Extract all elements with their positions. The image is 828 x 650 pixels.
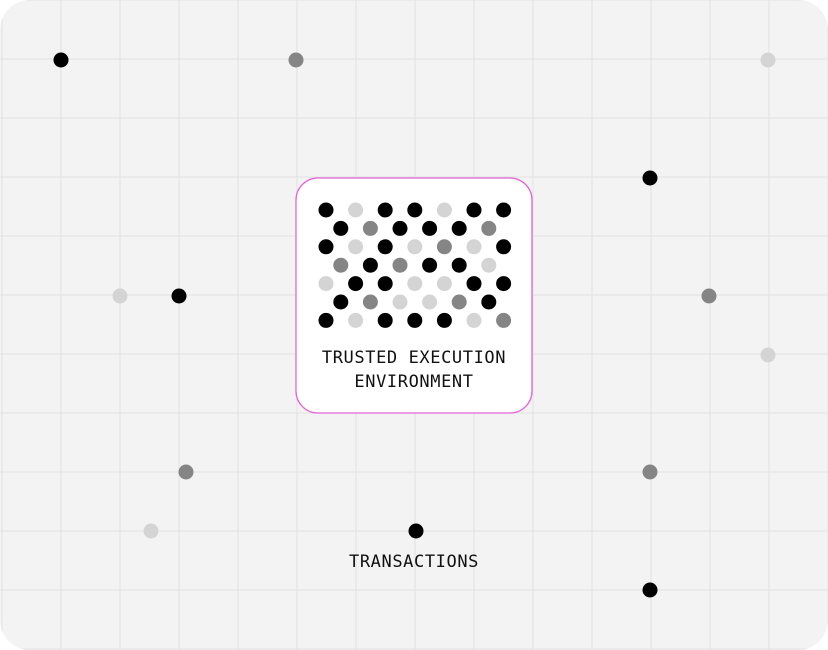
tee-title-line-2: ENVIRONMENT <box>354 372 473 392</box>
tee-matrix-dot <box>422 295 437 310</box>
tee-matrix-dot <box>437 276 452 291</box>
tee-matrix-dot <box>481 295 496 310</box>
tee-matrix-dot <box>496 239 511 254</box>
tee-matrix-dot <box>437 239 452 254</box>
tee-matrix-dot <box>452 221 467 236</box>
tee-matrix-dot <box>333 221 348 236</box>
tee-matrix-dot <box>467 239 482 254</box>
tee-matrix-dot <box>452 295 467 310</box>
tee-matrix-dot <box>437 203 452 218</box>
transaction-dot <box>643 583 658 598</box>
transaction-dot <box>702 289 717 304</box>
tee-matrix-dot <box>333 258 348 273</box>
tee-matrix-dot <box>378 276 393 291</box>
tee-matrix-dot <box>378 239 393 254</box>
tee-matrix-dot <box>407 239 422 254</box>
tee-matrix-dot <box>363 295 378 310</box>
tee-matrix-dot <box>348 203 363 218</box>
tee-matrix-dot <box>481 221 496 236</box>
tee-matrix-dot <box>452 258 467 273</box>
tee-matrix-dot <box>407 203 422 218</box>
tee-matrix-dot <box>363 221 378 236</box>
tee-box: TRUSTED EXECUTION ENVIRONMENT <box>296 178 532 413</box>
tee-matrix-dot <box>496 276 511 291</box>
tee-matrix-dot <box>467 313 482 328</box>
transaction-dot <box>172 289 187 304</box>
tee-matrix-dot <box>407 276 422 291</box>
transaction-dot <box>179 465 194 480</box>
transaction-dot <box>643 465 658 480</box>
tee-matrix-dot <box>378 203 393 218</box>
transaction-dot <box>761 348 776 363</box>
tee-matrix-dot <box>467 203 482 218</box>
transaction-dot <box>761 53 776 68</box>
tee-matrix-dot <box>467 276 482 291</box>
tee-matrix-dot <box>348 313 363 328</box>
tee-matrix-dot <box>407 313 422 328</box>
tee-matrix-dot <box>319 313 334 328</box>
tee-matrix-dot <box>481 258 496 273</box>
transaction-dot <box>409 524 424 539</box>
tee-matrix-dot <box>393 295 408 310</box>
transaction-dot <box>643 171 658 186</box>
tee-matrix-dot <box>393 258 408 273</box>
tee-matrix-dot <box>348 239 363 254</box>
tee-matrix-dot <box>496 203 511 218</box>
tee-matrix-dot <box>319 239 334 254</box>
transactions-label: TRANSACTIONS <box>349 552 479 572</box>
tee-matrix-dot <box>319 203 334 218</box>
tee-matrix-dot <box>422 258 437 273</box>
transaction-dot <box>289 53 304 68</box>
tee-matrix-dot <box>363 258 378 273</box>
tee-title-line-1: TRUSTED EXECUTION <box>322 348 506 368</box>
transaction-dot <box>113 289 128 304</box>
tee-matrix-dot <box>393 221 408 236</box>
tee-matrix-dot <box>333 295 348 310</box>
tee-matrix-dot <box>319 276 334 291</box>
transaction-dot <box>54 53 69 68</box>
tee-matrix-dot <box>422 221 437 236</box>
tee-matrix-dot <box>378 313 393 328</box>
tee-matrix-dot <box>496 313 511 328</box>
tee-matrix-dot <box>348 276 363 291</box>
transaction-dot <box>144 524 159 539</box>
tee-matrix-dot <box>437 313 452 328</box>
